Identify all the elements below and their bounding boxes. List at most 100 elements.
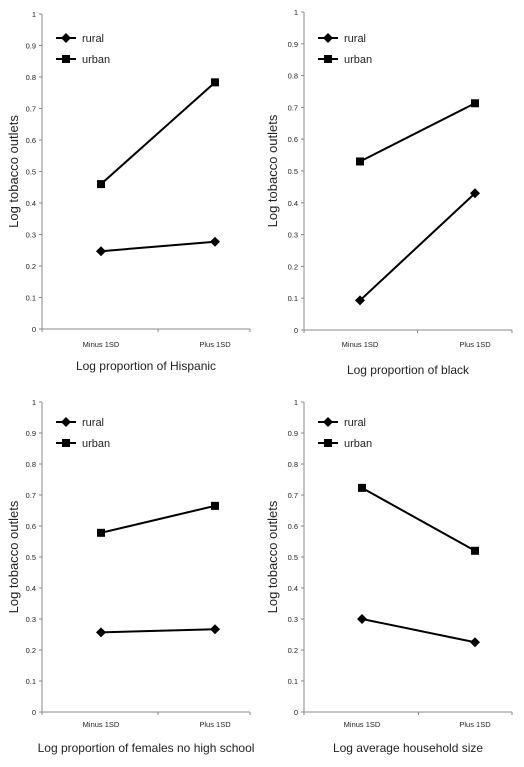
legend-marker-urban <box>324 55 332 63</box>
chart-panel-3: 0 0.1 0.2 0.3 0.4 0.5 0.6 0.7 0.8 0.9 1 Minus 1SD Pl… <box>6 398 254 755</box>
legend-marker-rural <box>323 417 333 427</box>
y-tick-label: 0.9 <box>288 40 298 49</box>
y-tick-label: 0.1 <box>26 677 36 686</box>
y-tick-label: 0 <box>32 325 36 334</box>
y-tick-label: 0.1 <box>288 294 298 303</box>
x-tick-label: Minus 1SD <box>83 720 120 729</box>
y-tick-label: 0.9 <box>26 429 36 438</box>
data-point-urban <box>211 501 219 510</box>
y-tick-label: 0.3 <box>26 615 36 624</box>
data-point-urban <box>471 546 479 555</box>
y-tick-label: 0.4 <box>26 584 36 593</box>
y-tick-label: 0.8 <box>288 72 298 81</box>
y-tick-label: 0.6 <box>26 136 36 145</box>
y-tick-label: 0.6 <box>288 522 298 531</box>
y-tick-label: 0.2 <box>26 262 36 271</box>
data-point-rural <box>210 624 220 635</box>
y-tick-label: 0.2 <box>288 646 298 655</box>
y-tick-label: 0.8 <box>26 460 36 469</box>
legend-label-rural: rural <box>344 33 366 45</box>
legend-marker-urban <box>324 439 332 447</box>
y-tick-label: 0.4 <box>288 584 298 593</box>
x-tick-label: Minus 1SD <box>83 340 120 349</box>
data-point-urban <box>211 78 219 87</box>
y-axis-label: Log tobacco outlets <box>265 500 280 613</box>
x-tick-label: Plus 1SD <box>199 340 231 349</box>
data-point-urban <box>97 528 105 537</box>
data-point-rural <box>96 246 106 257</box>
y-tick-label: 0.1 <box>26 294 36 303</box>
legend-marker-urban <box>62 55 70 63</box>
legend-label-urban: urban <box>344 438 372 450</box>
data-point-urban <box>356 157 364 166</box>
y-tick-label: 0.6 <box>288 135 298 144</box>
x-axis-label: Log proportion of black <box>347 363 470 377</box>
y-tick-label: 0.3 <box>26 231 36 240</box>
data-point-rural <box>355 295 365 306</box>
series-line-urban <box>100 504 216 534</box>
legend-label-urban: urban <box>82 438 110 450</box>
y-tick-label: 1 <box>294 398 298 407</box>
legend-marker-rural <box>323 33 333 43</box>
x-axis-label: Log average household size <box>333 741 483 755</box>
chart-panel-2: 0 0.1 0.2 0.3 0.4 0.5 0.6 0.7 0.8 0.9 1 Minus 1SD Pl… <box>265 8 513 377</box>
x-tick-label: Minus 1SD <box>344 720 381 729</box>
series-line-rural <box>100 628 216 634</box>
legend-label-rural: rural <box>82 33 104 45</box>
x-tick-label: Plus 1SD <box>459 340 491 349</box>
series-line-urban <box>359 102 476 163</box>
x-tick-label: Minus 1SD <box>342 340 379 349</box>
y-tick-label: 0.7 <box>288 103 298 112</box>
data-point-urban <box>471 99 479 108</box>
series-line-rural <box>359 192 476 302</box>
y-tick-label: 1 <box>294 8 298 17</box>
data-point-rural <box>357 614 367 624</box>
y-tick-label: 0.5 <box>26 553 36 562</box>
legend-label-urban: urban <box>82 54 110 66</box>
chart-panel-4: 0 0.1 0.2 0.3 0.4 0.5 0.6 0.7 0.8 0.9 1 Minus 1SD Pl… <box>265 398 513 755</box>
data-point-rural <box>470 637 480 648</box>
legend-label-rural: rural <box>82 417 104 429</box>
y-tick-label: 0.5 <box>288 553 298 562</box>
y-tick-label: 0.3 <box>288 231 298 240</box>
legend-label-rural: rural <box>344 417 366 429</box>
x-tick-label: Plus 1SD <box>199 720 231 729</box>
legend-marker-rural <box>61 417 71 427</box>
series-line-rural <box>361 618 476 644</box>
data-point-urban <box>358 483 366 492</box>
series-line-urban <box>361 486 476 552</box>
y-axis-label: Log tobacco outlets <box>265 114 280 227</box>
y-axis-label: Log tobacco outlets <box>6 500 21 613</box>
y-tick-label: 0.2 <box>288 262 298 271</box>
y-tick-label: 0 <box>32 708 36 717</box>
y-tick-label: 0.5 <box>288 167 298 176</box>
data-point-rural <box>470 188 480 199</box>
y-tick-label: 1 <box>32 398 36 407</box>
y-tick-label: 0 <box>294 326 298 335</box>
y-tick-label: 0.8 <box>288 460 298 469</box>
y-axis-label: Log tobacco outlets <box>6 115 21 228</box>
data-point-urban <box>97 180 105 189</box>
y-tick-label: 0.1 <box>288 677 298 686</box>
y-tick-label: 0.9 <box>288 429 298 438</box>
series-line-rural <box>100 240 216 253</box>
data-point-rural <box>96 627 106 638</box>
y-tick-label: 0.3 <box>288 615 298 624</box>
x-tick-label: Plus 1SD <box>459 720 491 729</box>
x-axis-label: Log proportion of Hispanic <box>76 359 216 373</box>
x-axis-label: Log proportion of females no high school <box>38 741 255 755</box>
series-line-urban <box>100 81 216 185</box>
y-tick-label: 0.9 <box>26 42 36 51</box>
y-tick-label: 1 <box>32 10 36 19</box>
y-tick-label: 0.8 <box>26 73 36 82</box>
y-tick-label: 0.7 <box>26 491 36 500</box>
y-tick-label: 0.2 <box>26 646 36 655</box>
y-tick-label: 0 <box>294 708 298 717</box>
chart-panel-1: 0 0.1 0.2 0.3 0.4 0.5 0.6 0.7 0.8 0.9 1 Minus 1SD Pl… <box>6 10 251 373</box>
y-tick-label: 0.5 <box>26 168 36 177</box>
data-point-rural <box>210 236 220 247</box>
legend-label-urban: urban <box>344 54 372 66</box>
legend-marker-rural <box>61 33 71 43</box>
y-tick-label: 0.6 <box>26 522 36 531</box>
